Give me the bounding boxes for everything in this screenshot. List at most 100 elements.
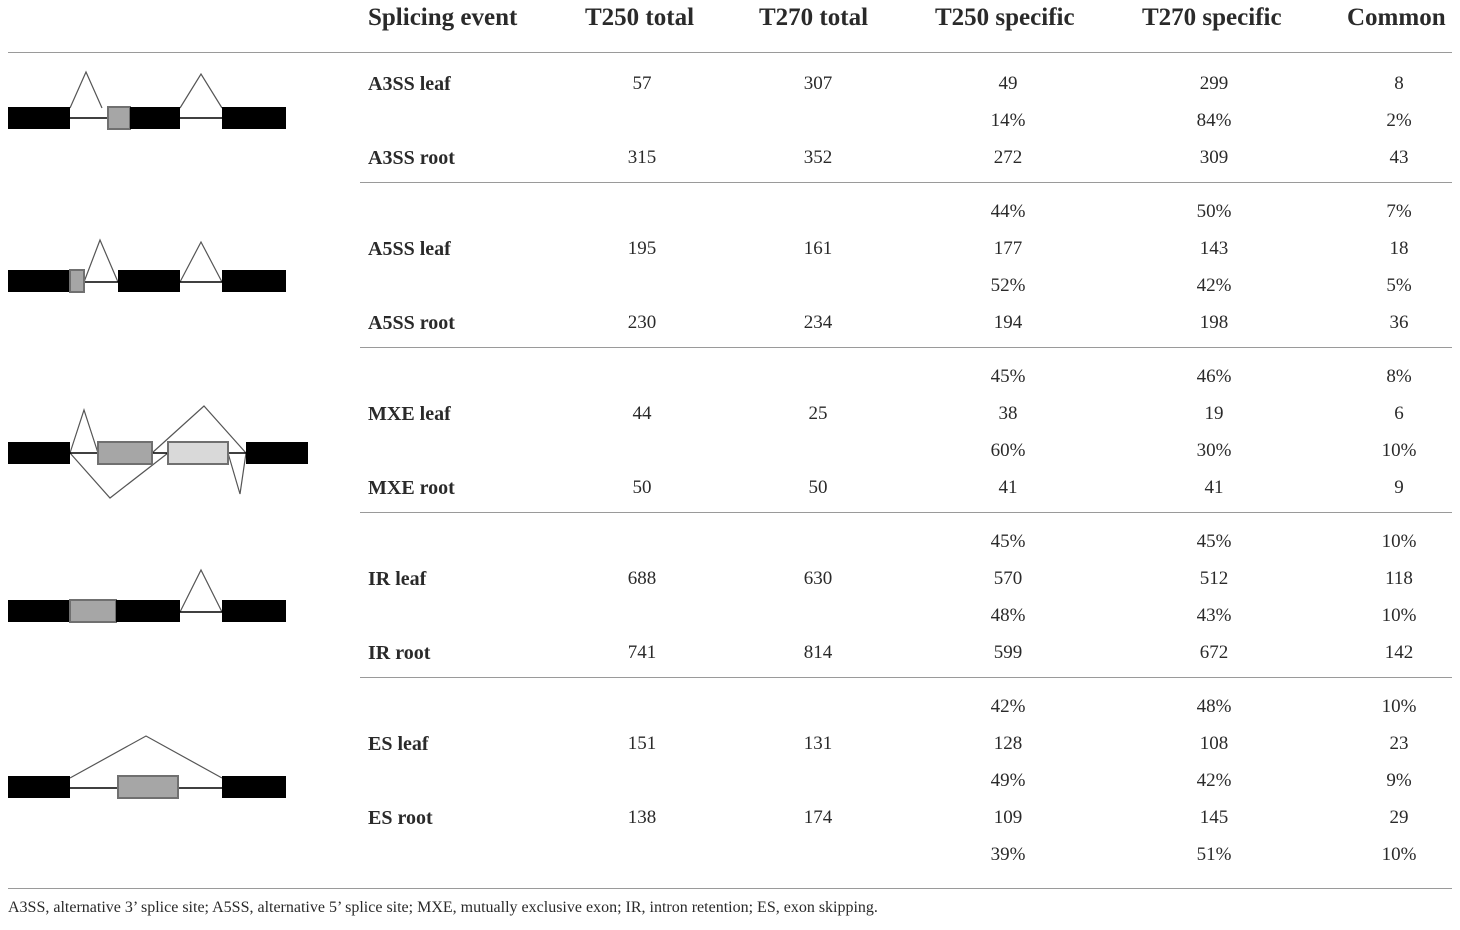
common-cell: 8% xyxy=(1386,366,1412,387)
row-label: A5SS root xyxy=(368,312,455,334)
common-cell: 29 xyxy=(1389,807,1409,828)
t250-specific-cell: 14% xyxy=(990,110,1026,131)
t270-specific-cell: 309 xyxy=(1199,147,1229,168)
common-cell: 6 xyxy=(1394,403,1404,424)
t250-specific-cell: 109 xyxy=(993,807,1023,828)
row-label: IR root xyxy=(368,642,431,664)
header-t270-specific: T270 specific xyxy=(1142,4,1282,31)
table-footnote: A3SS, alternative 3’ splice site; A5SS, … xyxy=(8,899,878,916)
t250-total-cell: 57 xyxy=(632,73,652,94)
a3ss-diagram xyxy=(8,70,286,130)
retained-intron xyxy=(69,599,117,623)
row-label: A3SS root xyxy=(368,147,455,169)
t270-specific-cell: 84% xyxy=(1196,110,1232,131)
common-cell: 10% xyxy=(1381,531,1417,552)
t270-specific-cell: 48% xyxy=(1196,696,1232,717)
common-cell: 8 xyxy=(1394,73,1404,94)
t250-total-cell: 741 xyxy=(627,642,657,663)
t250-specific-cell: 60% xyxy=(990,440,1026,461)
t270-specific-cell: 50% xyxy=(1196,201,1232,222)
t270-specific-cell: 672 xyxy=(1199,642,1229,663)
t270-specific-cell: 143 xyxy=(1199,238,1229,259)
t250-specific-cell: 39% xyxy=(990,844,1026,865)
t250-specific-cell: 599 xyxy=(993,642,1023,663)
t250-specific-cell: 52% xyxy=(990,275,1026,296)
header-rule xyxy=(8,52,1452,53)
t270-total-cell: 25 xyxy=(808,403,828,424)
row-label: A3SS leaf xyxy=(368,73,451,95)
t250-total-cell: 315 xyxy=(627,147,657,168)
t250-specific-cell: 128 xyxy=(993,733,1023,754)
t270-total-cell: 352 xyxy=(803,147,833,168)
t270-specific-cell: 30% xyxy=(1196,440,1232,461)
skipped-exon xyxy=(117,775,179,799)
t270-total-cell: 307 xyxy=(803,73,833,94)
common-cell: 10% xyxy=(1381,440,1417,461)
t250-specific-cell: 42% xyxy=(990,696,1026,717)
t250-specific-cell: 570 xyxy=(993,568,1023,589)
t250-total-cell: 230 xyxy=(627,312,657,333)
t270-specific-cell: 41 xyxy=(1204,477,1224,498)
group-divider xyxy=(360,347,1452,348)
header-common: Common xyxy=(1347,4,1446,31)
common-cell: 23 xyxy=(1389,733,1409,754)
t250-specific-cell: 45% xyxy=(990,366,1026,387)
common-cell: 18 xyxy=(1389,238,1409,259)
row-label: IR leaf xyxy=(368,568,427,590)
t250-specific-cell: 45% xyxy=(990,531,1026,552)
common-cell: 5% xyxy=(1386,275,1412,296)
common-cell: 10% xyxy=(1381,605,1417,626)
row-label: MXE root xyxy=(368,477,455,499)
t270-total-cell: 174 xyxy=(803,807,833,828)
t250-total-cell: 44 xyxy=(632,403,652,424)
t250-total-cell: 688 xyxy=(627,568,657,589)
header-t250-total: T250 total xyxy=(585,4,695,31)
mxe-diagram xyxy=(8,405,308,499)
common-cell: 142 xyxy=(1384,642,1414,663)
t270-specific-cell: 512 xyxy=(1199,568,1229,589)
ir-diagram xyxy=(8,568,286,623)
es-diagram xyxy=(8,735,286,799)
common-cell: 2% xyxy=(1386,110,1412,131)
t250-total-cell: 195 xyxy=(627,238,657,259)
common-cell: 10% xyxy=(1381,696,1417,717)
row-label: ES leaf xyxy=(368,733,429,755)
alternative-exon xyxy=(97,441,153,465)
t270-specific-cell: 51% xyxy=(1196,844,1232,865)
t250-specific-cell: 44% xyxy=(990,201,1026,222)
t270-specific-cell: 145 xyxy=(1199,807,1229,828)
common-cell: 118 xyxy=(1385,568,1413,589)
t270-specific-cell: 19 xyxy=(1204,403,1224,424)
t270-specific-cell: 46% xyxy=(1196,366,1232,387)
t250-specific-cell: 49% xyxy=(990,770,1026,791)
row-label: ES root xyxy=(368,807,433,829)
common-cell: 9 xyxy=(1394,477,1404,498)
t270-total-cell: 161 xyxy=(803,238,833,259)
t250-specific-cell: 194 xyxy=(993,312,1023,333)
common-cell: 36 xyxy=(1389,312,1409,333)
header-t270-total: T270 total xyxy=(759,4,869,31)
table-bottom-rule xyxy=(8,888,1452,889)
t270-specific-cell: 299 xyxy=(1199,73,1229,94)
t270-specific-cell: 45% xyxy=(1196,531,1232,552)
header-splicing-event: Splicing event xyxy=(368,4,518,31)
t270-specific-cell: 43% xyxy=(1196,605,1232,626)
a5ss-diagram xyxy=(8,238,286,293)
t250-specific-cell: 177 xyxy=(993,238,1023,259)
alternative-exon-light xyxy=(167,441,229,465)
common-cell: 9% xyxy=(1386,770,1412,791)
t250-specific-cell: 38 xyxy=(998,403,1018,424)
group-divider xyxy=(360,182,1452,183)
common-cell: 43 xyxy=(1389,147,1409,168)
t270-specific-cell: 108 xyxy=(1199,733,1229,754)
t270-total-cell: 234 xyxy=(803,312,833,333)
t270-total-cell: 50 xyxy=(808,477,828,498)
t270-specific-cell: 198 xyxy=(1199,312,1229,333)
t250-specific-cell: 272 xyxy=(993,147,1023,168)
row-label: A5SS leaf xyxy=(368,238,451,260)
t270-total-cell: 131 xyxy=(803,733,833,754)
t250-total-cell: 138 xyxy=(627,807,657,828)
group-divider xyxy=(360,677,1452,678)
t250-total-cell: 151 xyxy=(627,733,657,754)
t250-total-cell: 50 xyxy=(632,477,652,498)
